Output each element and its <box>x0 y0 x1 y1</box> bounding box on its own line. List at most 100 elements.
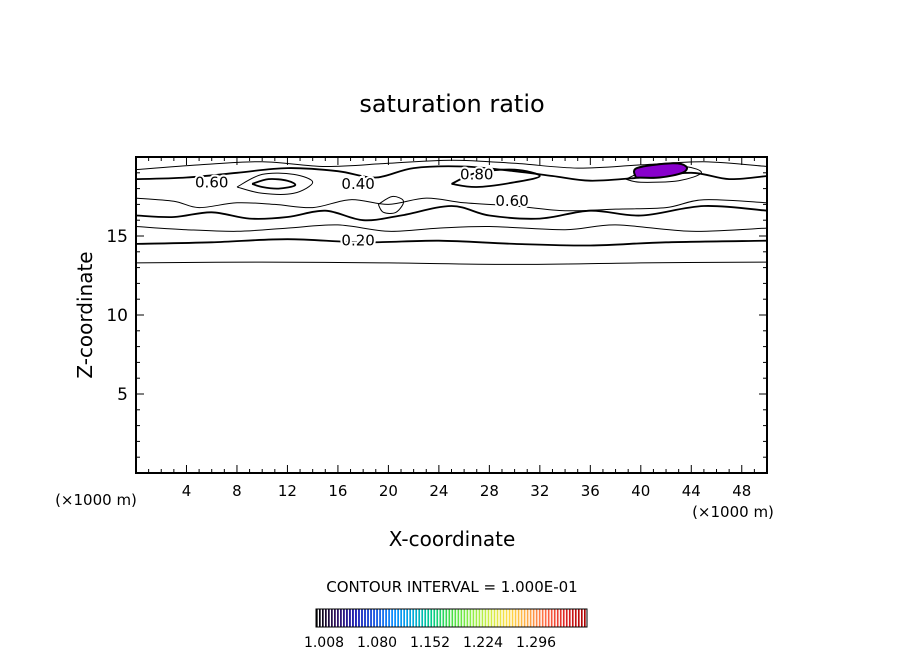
colorbar-stripe <box>343 609 345 627</box>
colorbar-stripe <box>538 609 541 627</box>
colorbar-stripe <box>385 609 387 627</box>
contour-line <box>135 224 768 232</box>
colorbar-stripe <box>487 609 490 627</box>
y-tick-label: 15 <box>106 227 128 247</box>
contour-interval-label: CONTOUR INTERVAL = 1.000E-01 <box>326 578 577 596</box>
colorbar-stripe <box>571 609 574 627</box>
colorbar-stripe <box>409 609 412 627</box>
colorbar-stripe <box>391 609 393 627</box>
contour-line <box>135 197 768 212</box>
colorbar-stripe <box>346 609 348 627</box>
colorbar-stripe <box>577 609 580 627</box>
colorbar-stripe <box>352 609 354 627</box>
colorbar-stripe <box>460 609 463 627</box>
colorbar-stripe <box>427 609 430 627</box>
colorbar-stripe <box>412 609 415 627</box>
colorbar-stripe <box>388 609 390 627</box>
y-axis-label: Z-coordinate <box>73 251 97 378</box>
colorbar-stripe <box>325 609 327 627</box>
y-tick-label: 10 <box>106 306 128 326</box>
colorbar-stripe <box>583 609 586 627</box>
colorbar-stripe <box>430 609 433 627</box>
colorbar-stripe <box>424 609 427 627</box>
plot-frame <box>135 156 768 474</box>
colorbar-stripe <box>451 609 454 627</box>
x-tick-label: 32 <box>530 482 549 500</box>
contour-labels: 0.60 0.400.800.600.20 <box>193 163 531 251</box>
contour-label: 0.80 <box>460 165 493 183</box>
colorbar-stripe <box>502 609 505 627</box>
colorbar-stripe <box>373 609 375 627</box>
colorbar-stripe <box>436 609 439 627</box>
colorbar-stripe <box>361 609 363 627</box>
colorbar-stripe <box>454 609 457 627</box>
x-unit-left: (×1000 m) <box>55 491 137 509</box>
colorbar-stripe <box>511 609 514 627</box>
contour-label: 0.40 <box>341 175 374 193</box>
colorbar-stripe <box>364 609 366 627</box>
colorbar-stripe <box>532 609 535 627</box>
colorbar-stripe <box>400 609 402 627</box>
colorbar-tick-label: 1.080 <box>357 635 397 651</box>
colorbar-stripe <box>553 609 556 627</box>
colorbar-stripe <box>478 609 481 627</box>
colorbar-stripe <box>541 609 544 627</box>
contour-label: 0.60 <box>495 192 528 210</box>
colorbar-stripe <box>448 609 451 627</box>
colorbar-stripe <box>322 609 324 627</box>
colorbar-stripe <box>514 609 517 627</box>
colorbar-stripe <box>433 609 436 627</box>
x-tick-label: 16 <box>328 482 347 500</box>
colorbar-stripe <box>331 609 333 627</box>
x-tick-label: 8 <box>232 482 242 500</box>
colorbar-stripe <box>544 609 547 627</box>
colorbar-stripe <box>490 609 493 627</box>
y-tick-label: 5 <box>117 385 128 405</box>
colorbar-stripe <box>382 609 384 627</box>
colorbar-tick-label: 1.152 <box>410 635 450 651</box>
colorbar-stripe <box>415 609 418 627</box>
colorbar-stripe <box>334 609 336 627</box>
colorbar-stripe <box>556 609 559 627</box>
colorbar-stripe <box>550 609 553 627</box>
x-tick-label: 12 <box>278 482 297 500</box>
colorbar-stripes <box>316 609 586 627</box>
x-tick-label: 36 <box>581 482 600 500</box>
colorbar-ticklabels: 1.008 1.080 1.152 1.224 1.296 <box>304 635 556 651</box>
colorbar-stripe <box>367 609 369 627</box>
contour-line <box>251 178 297 190</box>
colorbar-stripe <box>565 609 568 627</box>
colorbar-stripe <box>403 609 405 627</box>
colorbar-stripe <box>499 609 502 627</box>
contour-line <box>377 195 405 214</box>
chart-title: saturation ratio <box>359 90 544 118</box>
colorbar-stripe <box>523 609 526 627</box>
colorbar-stripe <box>481 609 484 627</box>
colorbar-stripe <box>394 609 396 627</box>
colorbar-stripe <box>406 609 408 627</box>
colorbar-stripe <box>475 609 478 627</box>
contour-line <box>135 205 768 222</box>
colorbar-stripe <box>529 609 532 627</box>
colorbar-stripe <box>337 609 339 627</box>
x-axis-label: X-coordinate <box>389 527 516 551</box>
colorbar-stripe <box>493 609 496 627</box>
colorbar-stripe <box>580 609 583 627</box>
colorbar-stripe <box>496 609 499 627</box>
colorbar-stripe <box>418 609 421 627</box>
colorbar-stripe <box>340 609 342 627</box>
x-tick-label: 44 <box>682 482 701 500</box>
colorbar-stripe <box>505 609 508 627</box>
colorbar-stripe <box>463 609 466 627</box>
x-tick-label: 24 <box>429 482 448 500</box>
colorbar-frame <box>315 608 588 628</box>
colorbar-stripe <box>484 609 487 627</box>
colorbar-stripe <box>547 609 550 627</box>
colorbar-stripe <box>397 609 399 627</box>
colorbar-stripe <box>472 609 475 627</box>
colorbar-stripe <box>568 609 571 627</box>
colorbar-stripe <box>316 609 318 627</box>
colorbar-stripe <box>355 609 357 627</box>
contour-line <box>135 238 768 247</box>
